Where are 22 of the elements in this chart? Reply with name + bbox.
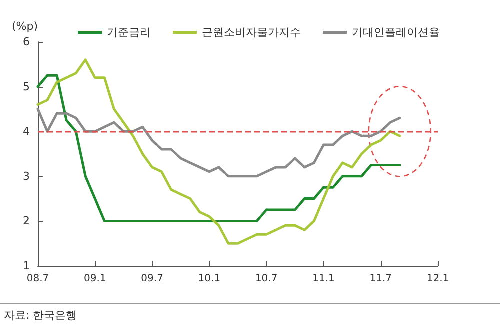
- line-series: [36, 74, 402, 222]
- legend-label: 기대인플레이션율: [352, 26, 440, 39]
- y-axis-title: (%p): [12, 20, 38, 33]
- y-tick-label: 4: [23, 125, 30, 138]
- legend-label: 근원소비자물가지수: [202, 26, 301, 39]
- y-tick-label: 1: [23, 260, 30, 272]
- x-tick-label: 10.1: [198, 274, 221, 284]
- x-tick-label: 09.7: [141, 274, 164, 284]
- y-tick-label: 6: [23, 36, 30, 48]
- legend-label: 기준금리: [107, 26, 151, 39]
- x-tick-label: 11.1: [312, 274, 335, 284]
- line-series: [36, 58, 402, 245]
- text: 자료: 한국은행: [4, 309, 78, 322]
- x-tick-label: 11.7: [370, 274, 392, 284]
- x-tick-label: 12.1: [426, 274, 450, 284]
- line-series: [36, 108, 402, 178]
- x-tick-label: 08.7: [26, 274, 50, 284]
- y-tick-label: 3: [23, 170, 30, 183]
- y-tick-label: 5: [23, 80, 30, 94]
- x-tick-label: 09.1: [84, 274, 106, 284]
- x-tick-label: 10.7: [255, 274, 278, 284]
- y-tick-label: 2: [23, 214, 30, 228]
